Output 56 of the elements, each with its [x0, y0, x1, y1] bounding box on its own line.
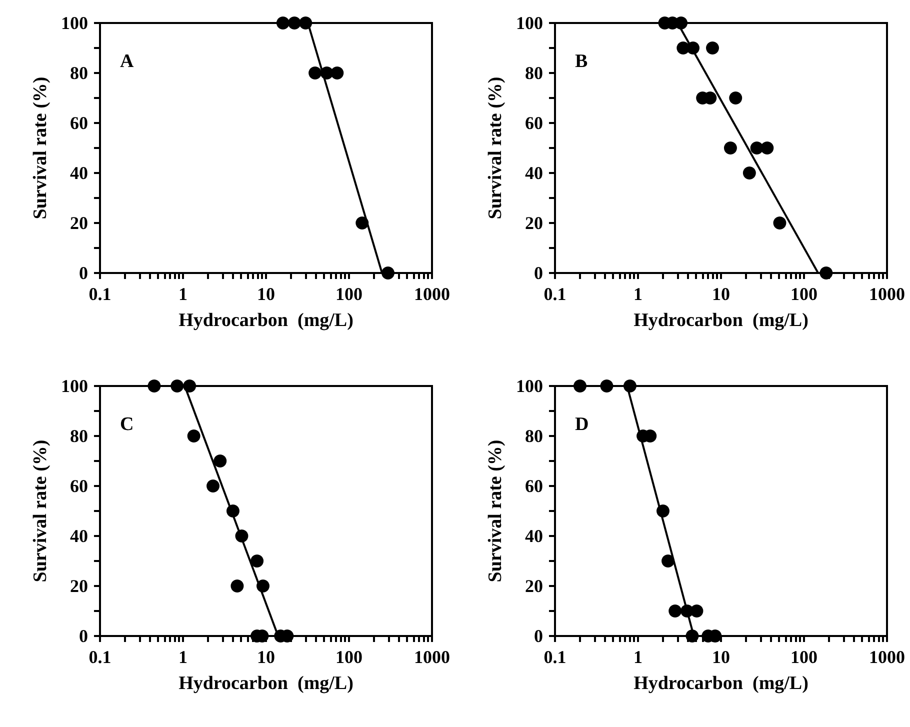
x-tick-label: 0.1	[544, 284, 566, 304]
x-axis-title: Hydrocarbon (mg/L)	[634, 310, 808, 331]
x-axis-title: Hydrocarbon (mg/L)	[634, 673, 808, 694]
y-tick-label: 100	[61, 376, 88, 396]
y-tick-label: 80	[70, 426, 88, 446]
y-axis-title: Survival rate (%)	[485, 76, 506, 220]
y-tick-label: 0	[79, 626, 88, 646]
y-tick-label: 100	[516, 376, 543, 396]
x-tick-label: 1	[634, 647, 642, 667]
x-tick-label: 10	[257, 647, 275, 667]
x-tick-label: 100	[336, 647, 362, 667]
y-tick-label: 0	[534, 263, 543, 283]
y-axis-title: Survival rate (%)	[30, 440, 52, 582]
y-tick-label: 100	[516, 13, 543, 33]
annotation: C	[120, 414, 134, 435]
y-tick-label: 100	[61, 13, 88, 33]
x-tick-label: 100	[790, 647, 818, 667]
x-tick-label: 100	[790, 284, 818, 304]
y-tick-label: 40	[525, 526, 543, 546]
x-tick-label: 1000	[414, 647, 450, 667]
y-axis-title: Survival rate (%)	[30, 76, 52, 220]
x-tick-label: 1000	[869, 284, 905, 304]
y-tick-label: 60	[70, 476, 88, 496]
y-tick-label: 40	[70, 163, 88, 183]
x-tick-label: 0.1	[544, 647, 566, 667]
y-tick-label: 40	[70, 526, 88, 546]
x-tick-label: 1	[178, 284, 188, 304]
annotation: D	[575, 414, 589, 435]
x-tick-label: 10	[712, 284, 730, 304]
x-tick-label: 100	[336, 284, 362, 304]
y-tick-label: 20	[525, 213, 543, 233]
x-tick-label: 1000	[414, 284, 450, 304]
x-axis-title: Hydrocarbon (mg/L)	[178, 310, 354, 331]
y-tick-label: 60	[525, 113, 543, 133]
x-tick-label: 1	[634, 284, 642, 304]
x-tick-label: 1	[178, 647, 188, 667]
y-tick-label: 0	[79, 263, 88, 283]
y-tick-label: 20	[525, 576, 543, 596]
annotation: B	[575, 51, 588, 72]
x-tick-label: 10	[712, 647, 730, 667]
x-tick-label: 1000	[869, 647, 905, 667]
y-tick-label: 20	[70, 213, 88, 233]
y-tick-label: 60	[525, 476, 543, 496]
y-tick-label: 40	[525, 163, 543, 183]
y-tick-label: 80	[70, 63, 88, 83]
x-axis-title: Hydrocarbon (mg/L)	[178, 673, 354, 694]
y-tick-label: 20	[70, 576, 88, 596]
y-tick-label: 80	[525, 426, 543, 446]
y-axis-title: Survival rate (%)	[485, 440, 506, 582]
y-tick-label: 60	[70, 113, 88, 133]
y-tick-label: 0	[534, 626, 543, 646]
y-tick-label: 80	[525, 63, 543, 83]
x-tick-label: 0.1	[88, 284, 112, 304]
x-tick-label: 10	[257, 284, 275, 304]
x-tick-label: 0.1	[88, 647, 112, 667]
annotation: A	[120, 51, 134, 72]
